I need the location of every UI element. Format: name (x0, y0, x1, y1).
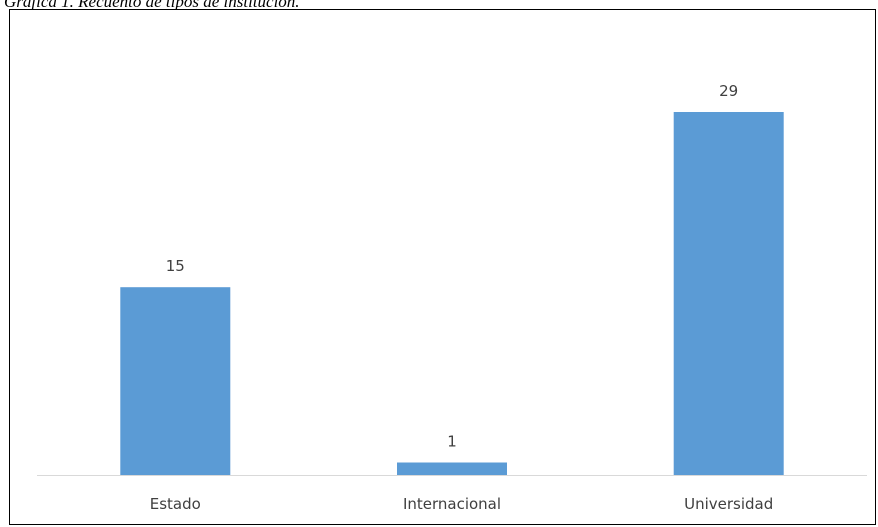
tick-label-internacional: Internacional (403, 495, 501, 513)
bars-layer (120, 112, 784, 475)
bar-internacional (397, 462, 507, 475)
tick-label-universidad: Universidad (684, 495, 773, 513)
tick-labels-layer: Estado Internacional Universidad (150, 495, 774, 513)
bar-estado (120, 287, 231, 475)
data-label-internacional: 1 (447, 433, 457, 451)
data-label-estado: 15 (166, 257, 185, 275)
tick-label-estado: Estado (150, 495, 201, 513)
data-label-universidad: 29 (719, 82, 738, 100)
figure-caption: Gráfica 1. Recuento de tipos de instituc… (4, 0, 300, 11)
bar-universidad (673, 112, 784, 475)
data-labels-layer: 15 1 29 (166, 82, 738, 451)
